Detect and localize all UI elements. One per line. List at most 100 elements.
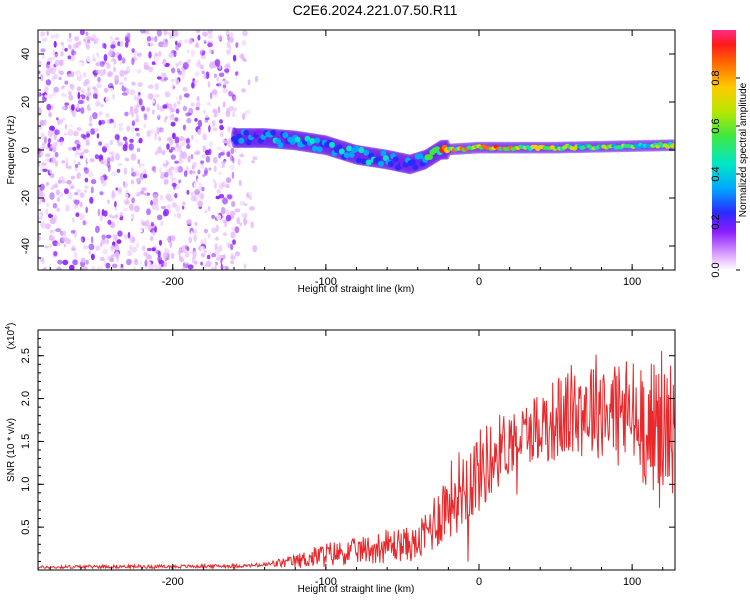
noise-cell: [89, 196, 94, 204]
spectrogram-y-label: Frequency (Hz): [6, 116, 17, 185]
noise-cell: [55, 228, 62, 233]
noise-cell: [49, 166, 54, 174]
noise-cell: [175, 40, 178, 46]
noise-cell: [131, 197, 135, 204]
noise-cell: [47, 137, 52, 144]
noise-cell: [150, 212, 154, 217]
noise-cell: [62, 248, 66, 255]
noise-cell: [186, 246, 190, 252]
noise-cell: [226, 107, 231, 114]
noise-cell: [57, 259, 63, 265]
noise-cell: [161, 72, 167, 79]
noise-cell: [70, 230, 76, 234]
noise-cell: [38, 70, 41, 74]
noise-cell: [54, 151, 59, 158]
noise-cell: [229, 37, 234, 44]
noise-cell: [47, 55, 52, 63]
noise-cell: [77, 61, 84, 67]
noise-cell: [153, 167, 159, 173]
noise-cell: [235, 146, 239, 153]
noise-cell: [146, 107, 151, 112]
noise-cell: [218, 81, 222, 88]
noise-cell: [230, 85, 236, 93]
snr-y-label: SNR (10 * v/v): [6, 418, 17, 482]
y-tick-label: -40: [20, 238, 32, 254]
noise-cell: [182, 62, 189, 70]
noise-cell: [56, 233, 61, 240]
noise-cell: [194, 260, 198, 265]
noise-cell: [163, 77, 169, 81]
noise-cell: [209, 161, 215, 168]
noise-cell: [158, 41, 165, 48]
noise-cell: [133, 205, 140, 213]
noise-cell: [155, 56, 160, 62]
noise-cell: [207, 233, 211, 239]
noise-cell: [65, 204, 70, 212]
noise-cell: [186, 144, 191, 150]
noise-cell: [213, 97, 219, 104]
noise-cell: [90, 236, 94, 244]
signal-cell: [392, 156, 399, 163]
noise-cell: [107, 199, 110, 204]
noise-cell: [70, 160, 76, 168]
noise-cell: [114, 176, 120, 184]
noise-cell: [64, 48, 68, 52]
noise-cell: [70, 71, 75, 78]
noise-cell: [207, 42, 213, 48]
noise-cell: [90, 186, 94, 194]
noise-cell: [174, 166, 180, 174]
noise-cell: [168, 136, 173, 141]
noise-cell: [200, 160, 205, 164]
noise-cell: [180, 141, 186, 147]
snr-series-line: [38, 351, 675, 570]
noise-cell: [115, 214, 118, 219]
noise-cell: [251, 221, 254, 229]
noise-cell: [156, 214, 163, 221]
noise-cell: [132, 191, 138, 196]
noise-cell: [131, 69, 135, 73]
noise-cell: [114, 207, 118, 211]
noise-cell: [230, 253, 234, 258]
noise-cell: [169, 114, 175, 121]
noise-cell: [86, 36, 92, 41]
noise-cell: [98, 260, 104, 267]
noise-cell: [73, 251, 78, 259]
noise-cell: [88, 122, 93, 127]
noise-cell: [54, 129, 60, 136]
noise-cell: [134, 118, 140, 123]
noise-cell: [99, 214, 103, 222]
noise-cell: [193, 181, 200, 190]
noise-cell: [73, 199, 80, 205]
noise-cell: [172, 132, 176, 139]
noise-cell: [242, 30, 248, 37]
noise-cell: [116, 168, 121, 173]
noise-cell: [155, 250, 161, 254]
noise-cell: [108, 87, 114, 92]
noise-cell: [216, 253, 221, 260]
noise-cell: [95, 245, 101, 251]
noise-cell: [157, 99, 163, 105]
noise-cell: [134, 223, 138, 227]
noise-cell: [147, 84, 154, 89]
noise-cell: [154, 133, 157, 141]
x-tick-label: -200: [162, 276, 184, 288]
signal-cell: [378, 160, 384, 167]
signal-cell: [358, 147, 365, 154]
noise-cell: [104, 175, 108, 180]
noise-cell: [168, 201, 172, 206]
x-tick-label: 100: [623, 276, 641, 288]
noise-cell: [63, 188, 69, 195]
noise-cell: [186, 59, 191, 63]
noise-cell: [89, 158, 95, 163]
noise-cell: [38, 42, 43, 47]
noise-cell: [187, 180, 192, 188]
noise-cell: [48, 183, 53, 188]
noise-cell: [241, 88, 246, 93]
noise-cell: [172, 85, 176, 89]
signal-cell: [338, 148, 345, 155]
noise-cell: [71, 245, 76, 251]
noise-cell: [130, 127, 135, 132]
noise-cell: [84, 185, 89, 189]
noise-cell: [222, 197, 228, 205]
